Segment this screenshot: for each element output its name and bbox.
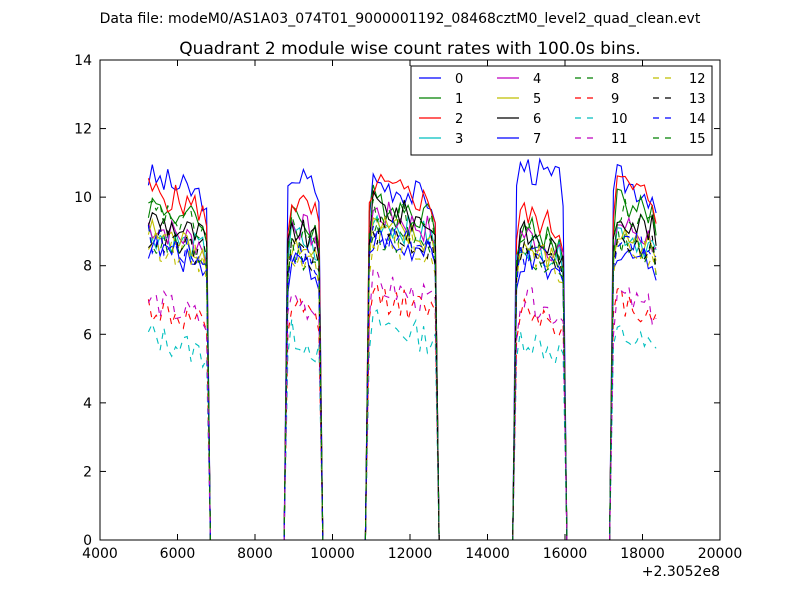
series-line-8: [147, 223, 657, 541]
x-tick-label: 14000: [465, 546, 510, 562]
legend-label-6: 6: [533, 112, 541, 127]
series-line-7: [147, 230, 657, 541]
legend-label-9: 9: [611, 92, 619, 107]
legend-label-0: 0: [455, 72, 463, 87]
legend-label-1: 1: [455, 92, 463, 107]
series-line-12: [147, 224, 657, 541]
legend-label-2: 2: [455, 112, 463, 127]
legend-label-3: 3: [455, 132, 463, 147]
y-tick-label: 0: [83, 533, 92, 549]
series-line-15: [148, 198, 657, 541]
y-tick-label: 10: [74, 190, 92, 206]
x-tick-label: 16000: [543, 546, 588, 562]
chart-title: Quadrant 2 module wise count rates with …: [179, 39, 640, 59]
x-tick-label: 4000: [82, 546, 118, 562]
y-tick-label: 4: [83, 396, 92, 412]
series-line-6: [147, 189, 657, 541]
x-tick-label: 8000: [237, 546, 273, 562]
series-line-3: [147, 214, 657, 541]
y-tick-label: 2: [83, 464, 92, 480]
series-line-5: [147, 215, 657, 541]
series-line-13: [147, 216, 657, 541]
legend-label-11: 11: [611, 132, 628, 147]
legend-label-5: 5: [533, 92, 541, 107]
legend-label-15: 15: [689, 132, 706, 147]
x-tick-label: 12000: [388, 546, 433, 562]
y-tick-label: 14: [74, 53, 92, 69]
series-line-14: [147, 219, 657, 541]
legend-label-14: 14: [689, 112, 706, 127]
axis-ticks: 4000 6000 8000 10000 12000 14000 16000 18000 200…: [74, 53, 742, 562]
series-line-9: [147, 282, 657, 541]
legend-label-12: 12: [689, 72, 706, 87]
x-offset-label: +2.3052e8: [642, 564, 720, 580]
x-tick-label: 6000: [160, 546, 196, 562]
series-line-10: [147, 309, 657, 541]
x-tick-label: 10000: [310, 546, 355, 562]
series-line-1: [147, 184, 657, 541]
series-line-2: [147, 173, 657, 541]
chart-suptitle: Data file: modeM0/AS1A03_074T01_90000011…: [100, 11, 701, 27]
y-tick-label: 8: [83, 259, 92, 275]
x-tick-label: 20000: [698, 546, 743, 562]
legend-box: [410, 65, 713, 156]
x-tick-label: 18000: [620, 546, 665, 562]
legend-label-10: 10: [611, 112, 628, 127]
legend-label-13: 13: [689, 92, 706, 107]
series-line-0: [147, 157, 657, 541]
y-tick-label: 12: [74, 122, 92, 138]
legend-label-7: 7: [533, 132, 541, 147]
legend-label-4: 4: [533, 72, 541, 87]
y-tick-label: 6: [83, 327, 92, 343]
series-line-11: [147, 268, 657, 541]
plot-area: [147, 157, 657, 541]
legend-label-8: 8: [611, 72, 619, 87]
